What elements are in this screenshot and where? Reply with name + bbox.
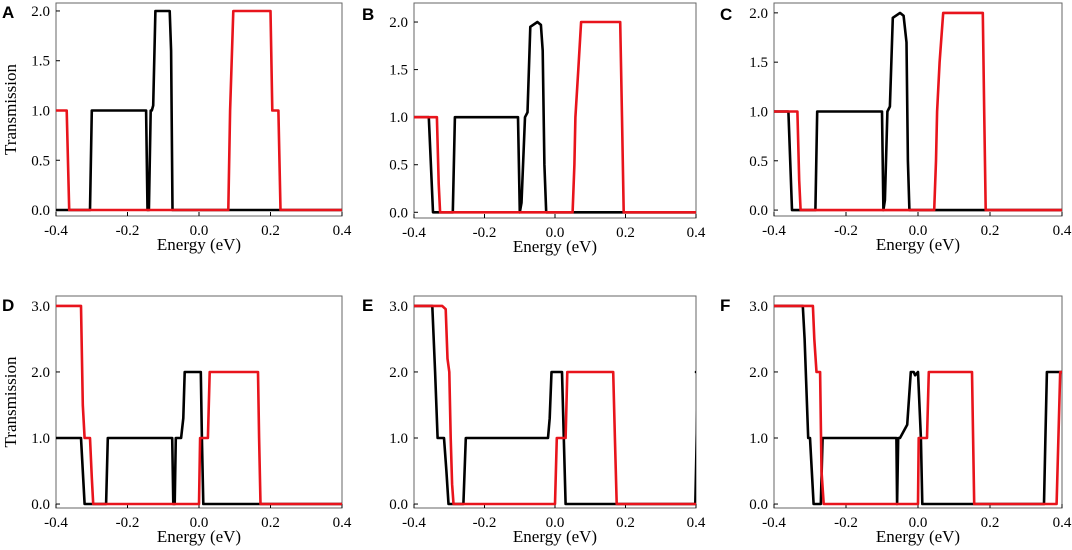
- y-tick-label: 3.0: [31, 299, 50, 315]
- y-tick-label: 2.0: [749, 6, 768, 22]
- y-axis-label: Transmission: [1, 63, 20, 155]
- y-tick-label: 3.0: [389, 299, 408, 315]
- panel-letter: D: [2, 296, 14, 315]
- x-tick-label: -0.4: [402, 515, 426, 531]
- y-tick-label: 1.5: [389, 63, 408, 79]
- y-tick-label: 0.5: [31, 153, 50, 169]
- x-tick-label: 0.2: [981, 223, 1000, 239]
- x-tick-label: 0.0: [546, 515, 565, 531]
- x-tick-label: -0.2: [473, 225, 497, 241]
- y-tick-label: 2.0: [749, 365, 768, 381]
- x-axis-label: Energy (eV): [876, 235, 960, 254]
- panel-d: -0.4 -0.2 0.0 0.2 0.4 0.0 1.0 2.0 3.0 Energy (eV)…: [1, 295, 352, 546]
- series-line-red: [56, 9, 342, 212]
- panel-letter: A: [2, 3, 14, 22]
- x-tick-label: -0.2: [834, 515, 858, 531]
- y-tick-label: 0.0: [389, 497, 408, 513]
- y-tick-label: 2.0: [389, 365, 408, 381]
- series-line-red: [774, 11, 1062, 212]
- x-tick-label: 0.0: [190, 515, 209, 531]
- y-tick-label: 0.0: [31, 497, 50, 513]
- x-tick-label: -0.2: [834, 223, 858, 239]
- x-tick-label: 0.4: [1053, 515, 1072, 531]
- x-axis-label: Energy (eV): [513, 237, 597, 256]
- y-tick-label: 0.0: [749, 497, 768, 513]
- y-tick-label: 2.0: [389, 15, 408, 31]
- x-tick-label: -0.4: [402, 225, 426, 241]
- x-tick-label: -0.4: [44, 223, 68, 239]
- panel-f: -0.4 -0.2 0.0 0.2 0.4 0.0 1.0 2.0 3.0 Energy (eV)…: [720, 295, 1072, 546]
- y-tick-label: 1.5: [749, 55, 768, 71]
- y-tick-label: 0.0: [389, 205, 408, 221]
- y-tick-label: 1.0: [749, 104, 768, 120]
- y-tick-label: 1.0: [31, 431, 50, 447]
- x-tick-label: 0.2: [616, 225, 635, 241]
- x-tick-label: 0.0: [190, 223, 209, 239]
- y-tick-label: 1.0: [389, 431, 408, 447]
- x-tick-label: 0.2: [261, 223, 280, 239]
- y-tick-label: 2.0: [31, 365, 50, 381]
- y-tick-label: 0.5: [389, 158, 408, 174]
- series-line-black: [56, 370, 342, 506]
- series-line-black: [414, 20, 696, 214]
- panel-c: -0.4 -0.2 0.0 0.2 0.4 0.0 0.5 1.0 1.5 2.0 Energy (…: [720, 2, 1072, 254]
- x-axis-label: Energy (eV): [513, 527, 597, 546]
- x-axis-label: Energy (eV): [157, 527, 241, 546]
- y-tick-label: 3.0: [749, 299, 768, 315]
- x-tick-label: 0.2: [261, 515, 280, 531]
- series-line-black: [774, 11, 1062, 212]
- x-axis-label: Energy (eV): [157, 235, 241, 254]
- plot-frame: [773, 2, 1063, 217]
- x-tick-label: 0.2: [981, 515, 1000, 531]
- x-tick-label: 0.0: [546, 225, 565, 241]
- series-line-red: [414, 304, 696, 506]
- plot-frame: [413, 2, 697, 219]
- series-line-red: [56, 304, 342, 506]
- x-tick-label: 0.0: [909, 515, 928, 531]
- y-tick-label: 1.0: [31, 103, 50, 119]
- y-tick-label: 0.0: [749, 203, 768, 219]
- x-tick-label: -0.4: [44, 515, 68, 531]
- y-tick-label: 0.0: [31, 203, 50, 219]
- series-line-black: [774, 304, 1062, 506]
- y-tick-label: 1.0: [389, 110, 408, 126]
- x-tick-label: -0.2: [473, 515, 497, 531]
- x-tick-label: 0.4: [687, 225, 706, 241]
- x-tick-label: 0.4: [333, 223, 352, 239]
- x-tick-label: 0.0: [909, 223, 928, 239]
- panel-letter: B: [362, 5, 374, 24]
- panel-letter: E: [362, 296, 373, 315]
- y-tick-label: 1.5: [31, 54, 50, 70]
- panel-letter: F: [720, 296, 730, 315]
- series-line-red: [414, 20, 696, 214]
- x-tick-label: -0.2: [116, 223, 140, 239]
- x-tick-label: 0.4: [333, 515, 352, 531]
- panel-b: -0.4 -0.2 0.0 0.2 0.4 0.0 0.5 1.0 1.5 2.0 Energy (…: [362, 2, 706, 256]
- y-tick-label: 2.0: [31, 4, 50, 20]
- y-tick-label: 0.5: [749, 154, 768, 170]
- x-tick-label: 0.2: [616, 515, 635, 531]
- y-axis-label: Transmission: [1, 356, 20, 448]
- panel-e: -0.4 -0.2 0.0 0.2 0.4 0.0 1.0 2.0 3.0 Energy (eV)…: [362, 295, 706, 546]
- x-axis-label: Energy (eV): [876, 527, 960, 546]
- series-line-black: [56, 9, 342, 212]
- y-tick-label: 1.0: [749, 431, 768, 447]
- x-tick-label: -0.2: [116, 515, 140, 531]
- panel-letter: C: [720, 5, 732, 24]
- panel-a: -0.4 -0.2 0.0 0.2 0.4 0.0 0.5 1.0 1.5 2.0 Energy (…: [1, 2, 352, 254]
- series-line-red: [774, 304, 1062, 506]
- x-tick-label: 0.4: [1053, 223, 1072, 239]
- x-tick-label: -0.4: [762, 223, 786, 239]
- x-tick-label: 0.4: [687, 515, 706, 531]
- x-tick-label: -0.4: [762, 515, 786, 531]
